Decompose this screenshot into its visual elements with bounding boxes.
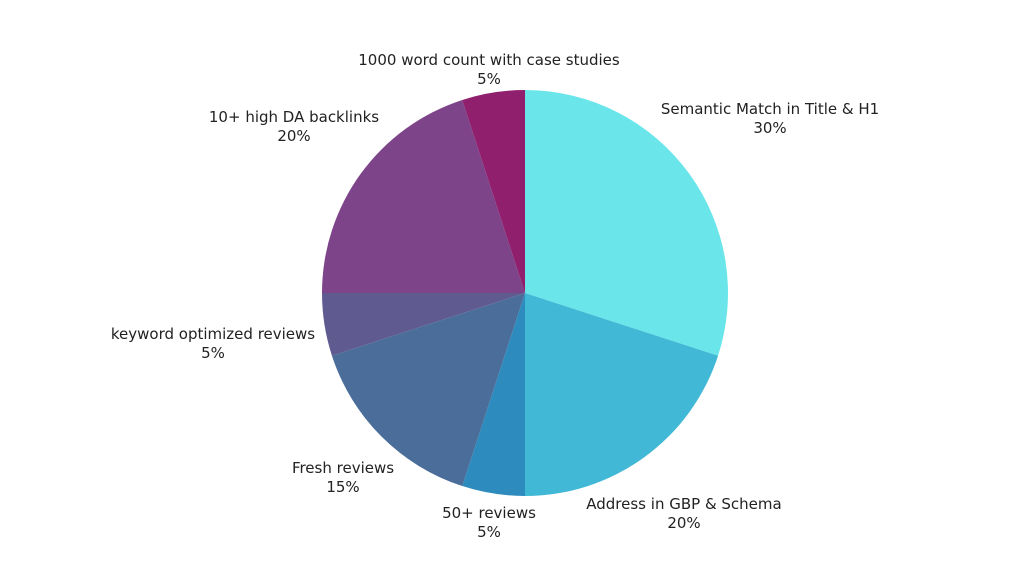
slice-label-value: 30% (753, 119, 786, 137)
slice-label: Address in GBP & Schema 20% (586, 495, 781, 532)
pie-labels: Semantic Match in Title & H1 30% Address i… (111, 51, 879, 541)
slice-label-value: 5% (477, 70, 501, 88)
pie-slice (331, 293, 525, 487)
pie-slices (322, 90, 728, 496)
slice-label: 50+ reviews 5% (442, 504, 536, 541)
pie-slice (322, 293, 525, 356)
slice-label: 10+ high DA backlinks 20% (209, 108, 379, 145)
slice-label-value: 5% (477, 523, 501, 541)
slice-label-name: 10+ high DA backlinks (209, 108, 379, 126)
slice-label-name: 1000 word count with case studies (358, 51, 620, 69)
slice-label-value: 5% (201, 344, 225, 362)
pie-slice (525, 293, 719, 496)
pie-slice (322, 99, 525, 293)
slice-label-name: Fresh reviews (292, 459, 394, 477)
pie-slice (462, 293, 525, 496)
slice-label-name: keyword optimized reviews (111, 325, 315, 343)
slice-label-value: 20% (277, 127, 310, 145)
slice-label-name: 50+ reviews (442, 504, 536, 522)
slice-label: Semantic Match in Title & H1 30% (661, 100, 879, 137)
slice-label-value: 15% (326, 478, 359, 496)
slice-label-name: Semantic Match in Title & H1 (661, 100, 879, 118)
slice-label: 1000 word count with case studies 5% (358, 51, 620, 88)
pie-slice (525, 90, 728, 356)
slice-label: Fresh reviews 15% (292, 459, 394, 496)
slice-label-value: 20% (667, 514, 700, 532)
slice-label: keyword optimized reviews 5% (111, 325, 315, 362)
slice-label-name: Address in GBP & Schema (586, 495, 781, 513)
pie-slice (462, 90, 525, 293)
